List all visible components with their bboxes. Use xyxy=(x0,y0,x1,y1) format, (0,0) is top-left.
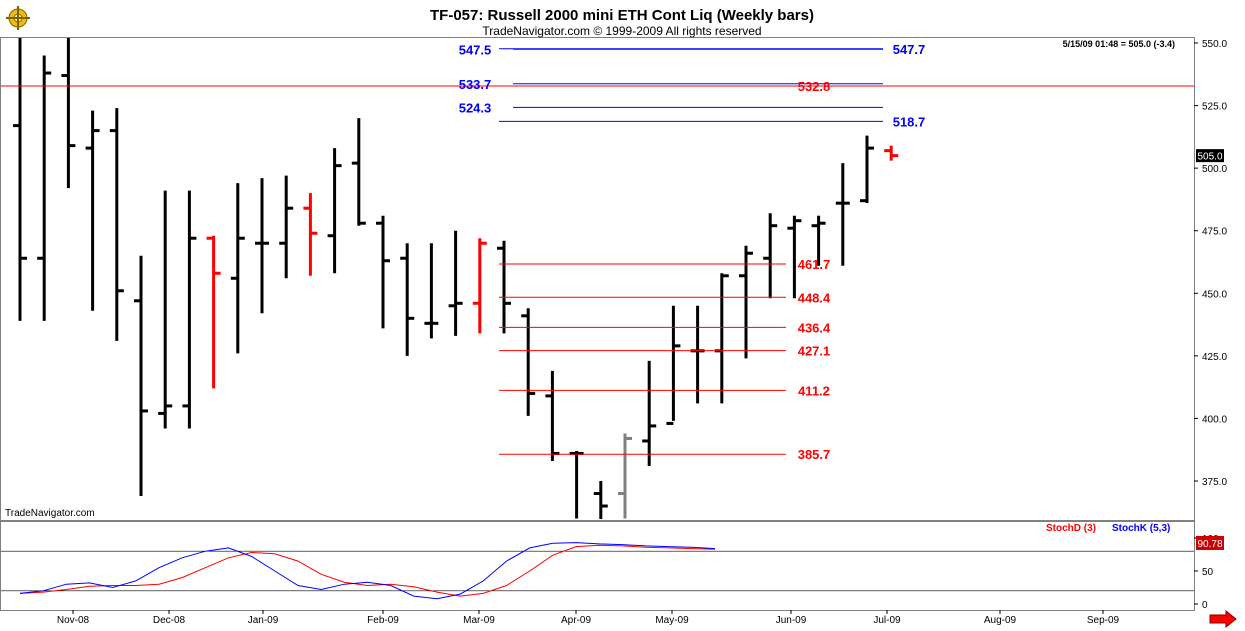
ohlc-bar xyxy=(13,38,27,321)
ohlc-bar xyxy=(618,433,632,519)
ohlc-bar xyxy=(763,213,778,299)
ohlc-bar xyxy=(351,118,366,226)
x-tick-label: Jan-09 xyxy=(248,615,279,626)
ohlc-bar xyxy=(303,193,318,276)
y-tick-label: 400.0 xyxy=(1202,414,1227,425)
y-tick-label: 450.0 xyxy=(1202,289,1227,300)
x-tick-label: Sep-09 xyxy=(1087,615,1120,626)
stoch-tick-label: 50 xyxy=(1202,567,1214,578)
y-tick-label: 475.0 xyxy=(1202,227,1227,238)
legend-stochk: StochK (5,3) xyxy=(1112,523,1170,534)
ohlc-bar xyxy=(593,481,608,519)
right-arrow-icon[interactable] xyxy=(1209,609,1237,629)
chart-title: TF-057: Russell 2000 mini ETH Cont Liq (… xyxy=(430,7,814,24)
ohlc-bar xyxy=(182,190,197,429)
x-tick-label: Dec-08 xyxy=(153,615,186,626)
level-label: 532.8 xyxy=(798,79,831,94)
level-label: 385.7 xyxy=(798,447,831,462)
y-tick-label: 500.0 xyxy=(1202,164,1227,175)
ohlc-bar xyxy=(376,215,390,329)
x-tick-label: Jul-09 xyxy=(873,615,901,626)
svg-text:505.0: 505.0 xyxy=(1197,152,1222,163)
ohlc-bar xyxy=(230,183,245,354)
stochastic-last-marker: 90.78 xyxy=(1196,536,1224,550)
ohlc-bar xyxy=(255,178,269,314)
stochastic-pane xyxy=(0,521,1195,611)
ohlc-bar xyxy=(424,243,439,339)
legend-stochd: StochD (3) xyxy=(1046,523,1096,534)
ohlc-bar xyxy=(472,238,487,334)
x-tick-label: Jun-09 xyxy=(776,615,807,626)
ohlc-bar xyxy=(327,148,342,274)
ohlc-bar xyxy=(787,215,802,299)
ohlc-bar xyxy=(206,235,221,389)
ohlc-bar xyxy=(739,245,753,359)
price-pane xyxy=(0,37,1195,521)
x-tick-label: Nov-08 xyxy=(57,615,90,626)
level-label: 448.4 xyxy=(798,290,831,305)
ohlc-bar xyxy=(400,243,415,356)
x-tick-label: Feb-09 xyxy=(367,615,399,626)
ohlc-bar xyxy=(860,135,874,204)
ohlc-bar xyxy=(666,305,681,425)
level-label: 524.3 xyxy=(459,100,492,115)
price-readout: 5/15/09 01:48 = 505.0 (-3.4) xyxy=(1063,39,1175,49)
ohlc-bar xyxy=(158,190,173,429)
stoch-series-line xyxy=(19,542,716,600)
ohlc-bar xyxy=(448,230,463,336)
svg-text:90.78: 90.78 xyxy=(1197,539,1222,550)
x-tick-label: Aug-09 xyxy=(984,615,1017,626)
ohlc-bar xyxy=(835,163,850,266)
level-label: 518.7 xyxy=(893,114,926,129)
stoch-tick-label: 0 xyxy=(1202,600,1208,611)
ohlc-bar xyxy=(497,240,511,334)
level-label: 427.1 xyxy=(798,344,831,359)
level-label: 547.5 xyxy=(459,42,492,57)
level-label: 547.7 xyxy=(893,42,926,57)
ohlc-bar xyxy=(642,360,657,466)
ohlc-bar xyxy=(61,38,76,189)
ohlc-bar xyxy=(545,370,560,461)
x-tick-label: May-09 xyxy=(655,615,689,626)
y-tick-label: 550.0 xyxy=(1202,39,1227,50)
level-label: 411.2 xyxy=(798,383,830,398)
ohlc-bar xyxy=(569,450,584,519)
ohlc-bar xyxy=(279,175,294,279)
last-price-marker: 505.0 xyxy=(1196,149,1224,163)
ohlc-bar xyxy=(37,55,52,321)
y-tick-label: 425.0 xyxy=(1202,352,1227,363)
x-tick-label: Apr-09 xyxy=(561,615,591,626)
stoch-series-line xyxy=(19,544,716,597)
y-tick-label: 525.0 xyxy=(1202,102,1227,113)
copyright-text: TradeNavigator.com © 1999-2009 All right… xyxy=(482,24,761,38)
ship-wheel-logo-icon[interactable] xyxy=(6,6,30,30)
level-label: 533.7 xyxy=(459,77,492,92)
y-tick-label: 375.0 xyxy=(1202,477,1227,488)
level-label: 461.7 xyxy=(798,257,831,272)
ohlc-bar xyxy=(811,215,826,266)
level-label: 436.4 xyxy=(798,320,831,335)
ohlc-bar xyxy=(884,145,899,161)
watermark-text: TradeNavigator.com xyxy=(5,508,95,519)
ohlc-bar xyxy=(134,255,148,497)
x-tick-label: Mar-09 xyxy=(463,615,495,626)
ohlc-bar xyxy=(85,110,100,311)
ohlc-bar xyxy=(109,108,124,341)
ohlc-bar xyxy=(521,308,536,416)
